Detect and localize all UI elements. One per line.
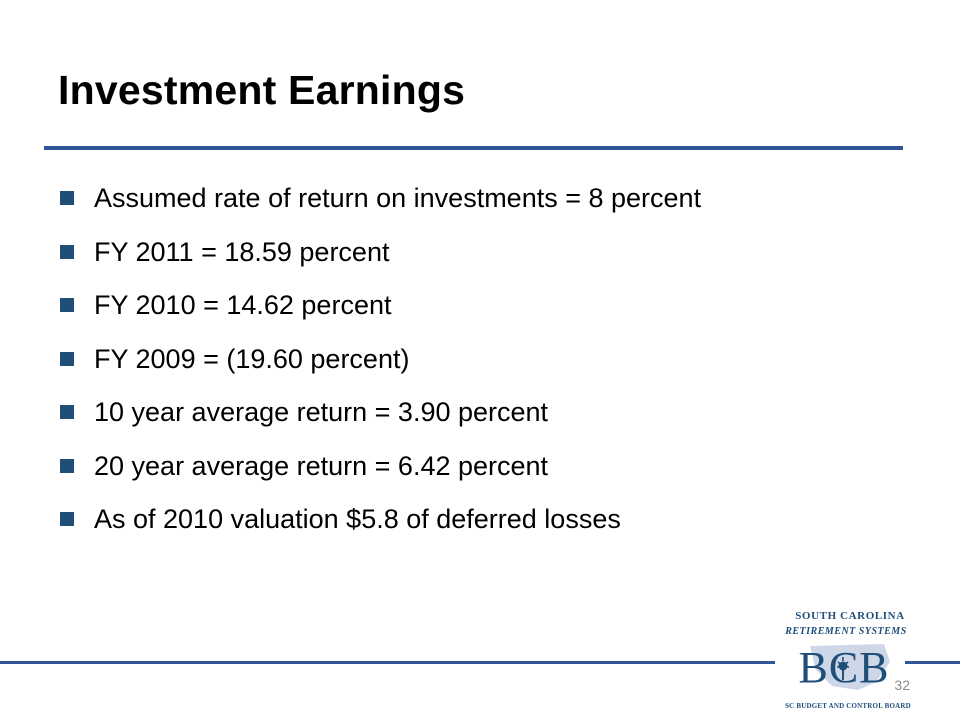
square-bullet-icon — [60, 512, 74, 526]
palmetto-tree-icon — [836, 657, 850, 680]
logo-line-2: RETIREMENT SYSTEMS — [784, 626, 907, 637]
square-bullet-icon — [60, 458, 74, 473]
footer-divider — [0, 661, 775, 664]
slide-title: Investment Earnings — [58, 67, 466, 113]
logo-line-1: SOUTH CAROLINA — [795, 610, 905, 622]
square-bullet-icon — [60, 405, 74, 419]
bullet-text: 20 year average return = 6.42 percent — [94, 450, 549, 481]
footer-divider-right — [905, 661, 960, 664]
logo-state-shape — [810, 644, 890, 690]
square-bullet-icon — [60, 191, 74, 205]
bullet-text: FY 2011 = 18.59 percent — [94, 236, 390, 267]
retirement-systems-logo: SOUTH CAROLINA RETIREMENT SYSTEMS B​CB S… — [766, 604, 916, 716]
logo-tagline: SC BUDGET AND CONTROL BOARD — [785, 702, 911, 710]
bullet-text: 10 year average return = 3.90 percent — [94, 397, 549, 427]
square-bullet-icon — [60, 244, 74, 259]
bullet-text: FY 2010 = 14.62 percent — [94, 290, 392, 320]
page-number: 32 — [894, 677, 910, 693]
bullet-text: As of 2010 valuation $5.8 of deferred lo… — [94, 504, 621, 534]
bullet-text: FY 2009 = (19.60 percent) — [94, 343, 410, 374]
title-divider — [44, 146, 903, 150]
square-bullet-icon — [60, 351, 74, 366]
bullet-text: Assumed rate of return on investments = … — [94, 183, 702, 213]
square-bullet-icon — [60, 298, 74, 312]
